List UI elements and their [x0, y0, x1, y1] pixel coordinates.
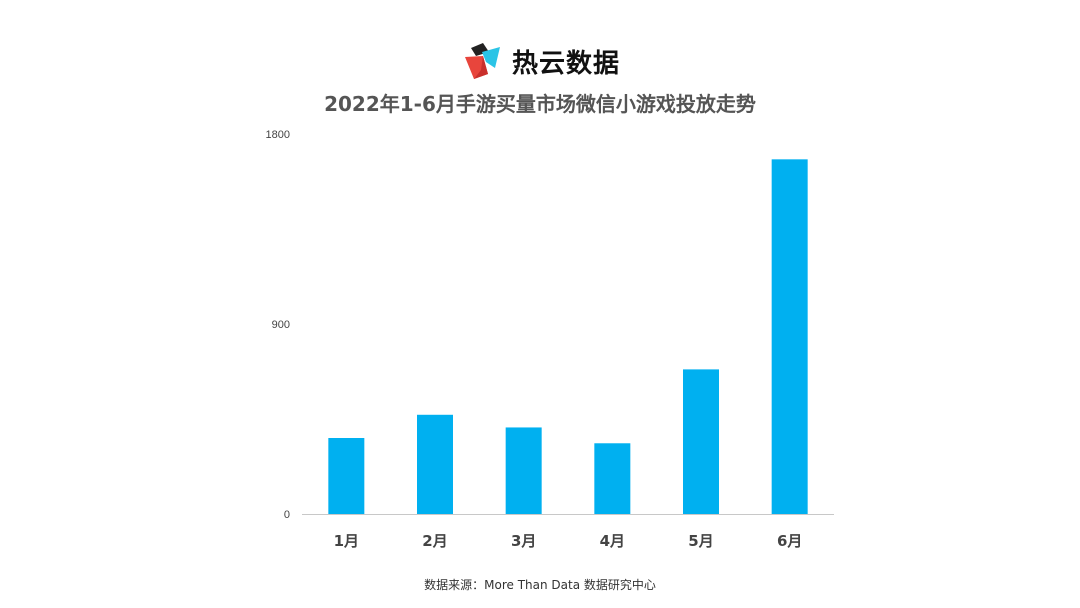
bar-1 — [328, 438, 365, 514]
x-axis-ticks: 1月 2月 3月 4月 5月 6月 — [334, 532, 803, 550]
brand-name: 热云数据 — [512, 48, 621, 79]
bar-2 — [417, 414, 453, 514]
x-tick-label: 6月 — [777, 532, 802, 550]
bar-6 — [771, 159, 808, 515]
bar-5 — [683, 369, 719, 514]
y-axis-ticks: 0 900 1800 — [266, 129, 290, 521]
x-tick-label: 3月 — [511, 532, 536, 550]
brand-logo-icon — [465, 43, 500, 79]
x-tick-label: 5月 — [688, 532, 713, 550]
bar-3 — [505, 427, 542, 514]
source-note: 数据来源：More Than Data 数据研究中心 — [424, 578, 656, 592]
chart-title: 2022年1-6月手游买量市场微信小游戏投放走势 — [324, 92, 756, 116]
y-tick-label: 900 — [272, 319, 290, 331]
x-tick-label: 2月 — [422, 532, 447, 550]
brand-logo: 热云数据 — [462, 40, 620, 82]
bar-4 — [594, 443, 631, 514]
y-tick-label: 0 — [284, 509, 290, 521]
y-tick-label: 1800 — [266, 129, 290, 141]
x-tick-label: 4月 — [600, 532, 625, 550]
x-tick-label: 1月 — [334, 532, 359, 550]
bars-layer — [328, 159, 808, 515]
